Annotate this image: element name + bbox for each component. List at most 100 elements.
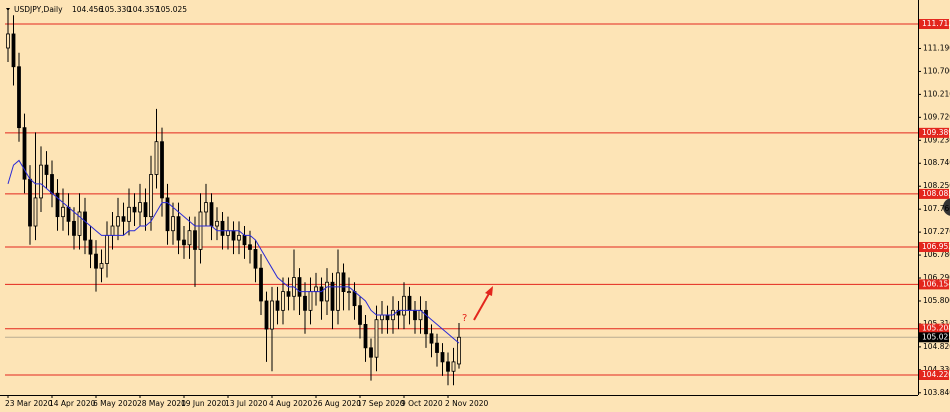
scroll-handle[interactable]	[943, 198, 950, 216]
candle-body	[270, 300, 274, 330]
candle-body	[341, 272, 346, 293]
y-tick-label: 106.290	[923, 273, 950, 282]
candle-body	[226, 230, 230, 236]
y-tick-label: 104.820	[923, 342, 950, 351]
candle-body	[435, 342, 439, 353]
candle-body	[171, 216, 175, 232]
candle-body	[204, 202, 208, 213]
candle-body	[44, 164, 49, 175]
candle-body	[28, 178, 32, 227]
y-tick-label: 105.310	[923, 319, 950, 328]
candle-body	[363, 324, 368, 349]
y-tick-label: 103.840	[923, 388, 950, 397]
level-label: 111.712	[922, 19, 950, 28]
candle-body	[6, 33, 10, 49]
header-value: 105.025	[156, 5, 187, 14]
candle-body	[303, 295, 307, 311]
candle-body	[121, 216, 126, 222]
level-box	[919, 19, 949, 30]
x-tick-label: 28 May 2020	[137, 399, 186, 408]
candle-body	[253, 249, 258, 269]
candle-body	[407, 295, 412, 311]
candle-body	[440, 352, 445, 363]
y-tick-label: 108.740	[923, 158, 950, 167]
candle-body	[275, 300, 280, 311]
candle-body	[66, 206, 71, 222]
candle-body	[83, 211, 87, 241]
candle-body	[330, 281, 335, 311]
candle-body	[369, 347, 373, 358]
level-box	[919, 188, 949, 199]
candle-body	[77, 211, 82, 236]
level-label: 104.220	[922, 370, 950, 379]
candle-body	[281, 291, 285, 311]
level-box	[919, 323, 949, 334]
candle-body	[105, 234, 109, 264]
level-label: 105.208	[922, 324, 950, 333]
candle-body	[193, 230, 197, 250]
header-value: 104.357	[128, 5, 159, 14]
x-tick-label: 17 Sep 2020	[357, 399, 405, 408]
symbol-label: USDJPY,Daily	[14, 5, 63, 14]
y-tick-label: 109.230	[923, 135, 950, 144]
candle-body	[259, 267, 263, 302]
candle-body	[385, 314, 390, 321]
candle-body	[220, 220, 225, 236]
level-box	[919, 242, 949, 253]
current-price-label: 105.025	[922, 332, 950, 341]
annotation: ?	[462, 313, 467, 324]
candle-body	[451, 361, 456, 372]
candle-body	[429, 333, 434, 344]
annotation-arrow	[473, 289, 492, 321]
candle-body	[99, 263, 104, 269]
x-tick-label: 4 Aug 2020	[269, 399, 312, 408]
y-tick-label: 106.780	[923, 250, 950, 259]
candle-body	[209, 202, 214, 227]
candle-body	[286, 291, 291, 297]
annotation-arrowhead	[485, 286, 493, 296]
candle-body	[231, 230, 236, 241]
x-tick-label: 9 Oct 2020	[401, 399, 443, 408]
y-tick-label: 107.270	[923, 227, 950, 236]
x-tick-label: 26 Aug 2020	[313, 399, 361, 408]
candle-body	[176, 216, 181, 241]
x-tick-label: 13 Jul 2020	[225, 399, 268, 408]
candle-body	[319, 286, 324, 302]
candle-body	[22, 127, 27, 180]
candle-body	[39, 164, 43, 199]
candle-body	[154, 141, 159, 175]
candle-body	[215, 220, 219, 227]
candle-body	[380, 314, 384, 321]
y-tick-label: 110.210	[923, 89, 950, 98]
candle-body	[402, 295, 406, 316]
candle-body	[308, 291, 313, 311]
y-tick-label: 107.760	[923, 204, 950, 213]
candle-body	[33, 197, 38, 227]
candle-body	[55, 192, 60, 218]
y-tick-label: 105.800	[923, 296, 950, 305]
menu-arrow[interactable]	[6, 8, 10, 11]
candle-body	[237, 234, 241, 241]
candle-body	[116, 216, 120, 227]
candle-body	[160, 141, 164, 199]
candle-body	[187, 230, 192, 246]
candle-body	[336, 272, 340, 311]
candle-body	[138, 202, 142, 213]
x-tick-label: 23 Mar 2020	[5, 399, 53, 408]
candle-body	[94, 253, 98, 269]
candle-body	[50, 174, 54, 194]
level-label: 106.952	[922, 242, 950, 251]
y-tick-label: 104.330	[923, 365, 950, 374]
candle-body	[358, 305, 362, 325]
level-box	[919, 279, 949, 290]
candle-body	[325, 281, 329, 302]
candle-body	[127, 206, 131, 222]
candle-body	[314, 286, 318, 293]
level-box	[919, 369, 949, 380]
y-tick-label: 108.250	[923, 181, 950, 190]
level-label: 108.085	[922, 189, 950, 198]
y-tick-label: 111.190	[923, 43, 950, 52]
plot-marks	[5, 10, 918, 386]
candle-body	[413, 309, 417, 321]
